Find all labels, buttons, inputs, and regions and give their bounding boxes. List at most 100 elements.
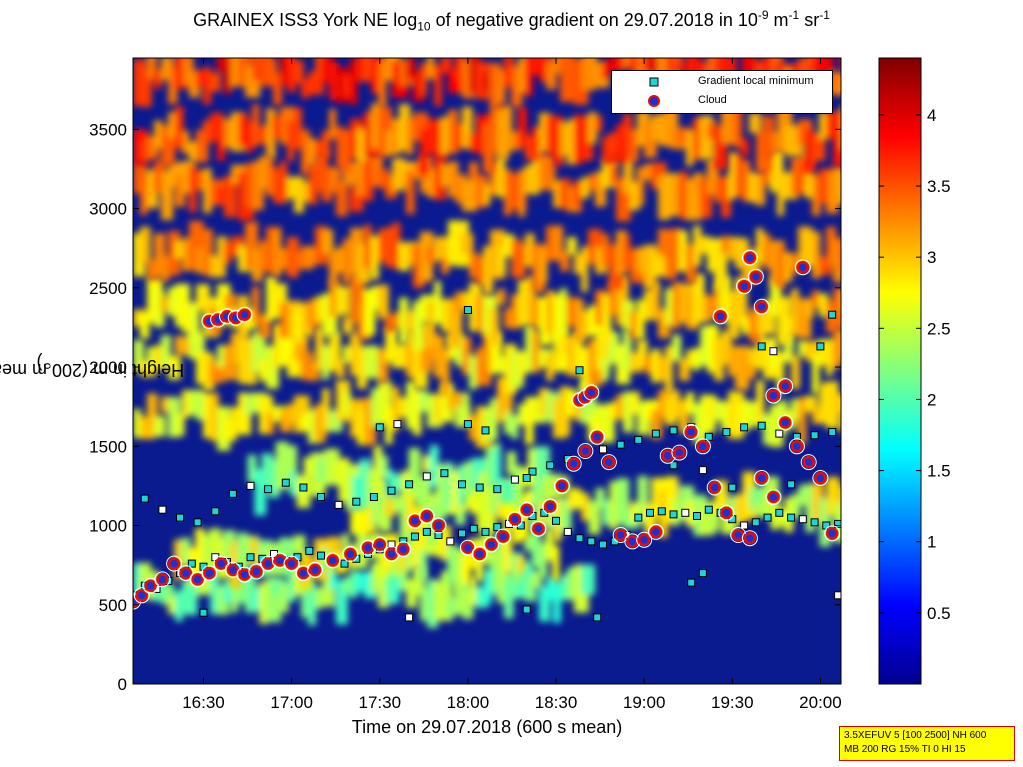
heat-cell — [595, 171, 607, 207]
heat-cell — [483, 184, 491, 205]
heat-cell — [679, 127, 691, 144]
cloud-marker — [532, 522, 545, 535]
minimum-marker — [293, 553, 302, 562]
heat-cell — [210, 568, 220, 615]
heat-cell — [252, 249, 263, 282]
heat-cell — [359, 459, 371, 507]
heat-cell — [287, 403, 299, 424]
heat-cell — [237, 532, 249, 579]
heat-cell — [331, 462, 342, 479]
heat-cell — [637, 476, 649, 524]
heat-cell — [420, 389, 428, 412]
heat-cell — [294, 250, 304, 270]
heat-cell — [420, 63, 428, 95]
heat-cell — [833, 238, 841, 283]
heat-cell — [352, 476, 362, 510]
heat-cell — [686, 349, 695, 367]
heat-cell — [574, 332, 583, 371]
heat-cell — [504, 571, 514, 619]
colorbar-tick-label: 0.5 — [927, 604, 951, 623]
heat-cell — [503, 525, 513, 574]
heat-cell — [168, 66, 178, 105]
heat-cell — [490, 63, 501, 108]
heat-cell — [315, 327, 325, 371]
minimum-marker — [481, 527, 490, 536]
heat-cell — [175, 590, 184, 622]
minimum-marker — [393, 420, 402, 429]
heat-cell — [553, 116, 564, 166]
heat-cell — [812, 58, 823, 77]
heat-cell — [133, 563, 145, 599]
heat-cell — [651, 114, 659, 141]
minimum-marker — [405, 480, 414, 489]
cloud-marker — [496, 530, 510, 543]
heat-cell — [406, 170, 415, 215]
heat-cell — [147, 135, 159, 159]
heat-cell — [791, 398, 800, 420]
heat-cell — [436, 464, 446, 507]
heat-cell — [517, 556, 526, 573]
heat-cell — [427, 579, 439, 629]
heat-cell — [826, 345, 834, 376]
heat-cell — [672, 228, 683, 272]
minimum-marker — [599, 540, 607, 549]
minimum-marker — [516, 521, 525, 530]
heat-cell — [147, 260, 159, 280]
heat-cell — [749, 112, 761, 134]
heat-cell — [567, 297, 579, 327]
heat-layer — [133, 145, 841, 222]
heat-cell — [350, 508, 366, 535]
heat-cell — [714, 250, 728, 291]
heat-cell — [294, 60, 304, 84]
cloud-marker-icon — [648, 95, 660, 107]
heat-cell — [440, 525, 452, 561]
minimum-marker — [540, 508, 549, 517]
heat-cell — [238, 113, 249, 146]
minimum-marker — [634, 513, 643, 522]
cloud-marker — [673, 446, 686, 459]
heat-cell — [266, 60, 277, 87]
heat-cell — [819, 111, 829, 140]
heat-cell — [385, 227, 394, 268]
cloud-marker — [135, 589, 149, 602]
cloud-marker — [326, 554, 340, 567]
heat-cell — [406, 491, 417, 532]
heat-cell — [623, 300, 635, 332]
heat-cell — [434, 281, 442, 324]
minimum-marker — [375, 423, 384, 432]
heat-cell — [532, 145, 540, 195]
cloud-marker-halo — [747, 268, 764, 285]
minimum-marker — [669, 461, 678, 470]
heat-cell — [840, 105, 841, 150]
heat-cell — [478, 472, 490, 489]
heat-cell — [154, 416, 166, 437]
cloud-marker — [614, 528, 627, 542]
heat-cell — [637, 166, 645, 206]
heat-cell — [273, 324, 282, 367]
heat-cell — [658, 356, 669, 382]
heat-cell — [553, 58, 565, 74]
heat-layer — [133, 322, 841, 397]
colorbar-tick-label: 2.5 — [927, 319, 951, 338]
heat-cell — [756, 172, 766, 206]
heat-cell — [315, 404, 327, 442]
heat-cell — [840, 485, 841, 510]
minimum-marker — [816, 342, 825, 351]
heat-cell — [504, 169, 512, 216]
heat-cell — [546, 354, 554, 381]
minimum-marker — [669, 426, 678, 435]
heat-cell — [553, 582, 562, 623]
y-tick-label: 2000 — [89, 358, 127, 377]
cloud-marker — [408, 514, 422, 528]
minimum-marker — [775, 429, 784, 438]
x-tick-label: 19:30 — [711, 693, 754, 712]
heat-cell — [462, 106, 473, 149]
minimum-marker — [270, 550, 278, 558]
heat-cell — [735, 152, 743, 198]
heat-cell — [392, 222, 401, 269]
heat-cell — [287, 120, 295, 162]
heat-cell — [623, 58, 633, 68]
cloud-marker-halo — [224, 561, 241, 578]
heat-cell — [721, 276, 731, 322]
